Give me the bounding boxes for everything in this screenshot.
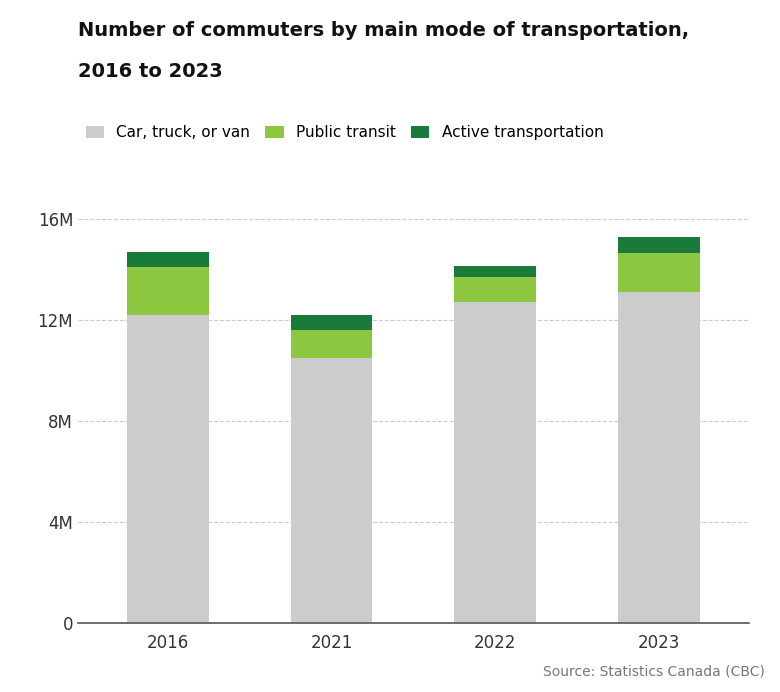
Bar: [618, 292, 700, 623]
Text: 2016 to 2023: 2016 to 2023: [78, 62, 223, 81]
Bar: [291, 315, 373, 330]
Bar: [454, 266, 536, 277]
Bar: [127, 315, 209, 623]
Bar: [291, 358, 373, 623]
Bar: [618, 253, 700, 292]
Bar: [454, 302, 536, 623]
Bar: [127, 252, 209, 267]
Text: Source: Statistics Canada (CBC): Source: Statistics Canada (CBC): [543, 664, 764, 678]
Bar: [454, 277, 536, 302]
Legend: Car, truck, or van, Public transit, Active transportation: Car, truck, or van, Public transit, Acti…: [86, 125, 604, 140]
Bar: [618, 237, 700, 253]
Bar: [291, 330, 373, 358]
Bar: [127, 267, 209, 315]
Text: Number of commuters by main mode of transportation,: Number of commuters by main mode of tran…: [78, 21, 689, 39]
